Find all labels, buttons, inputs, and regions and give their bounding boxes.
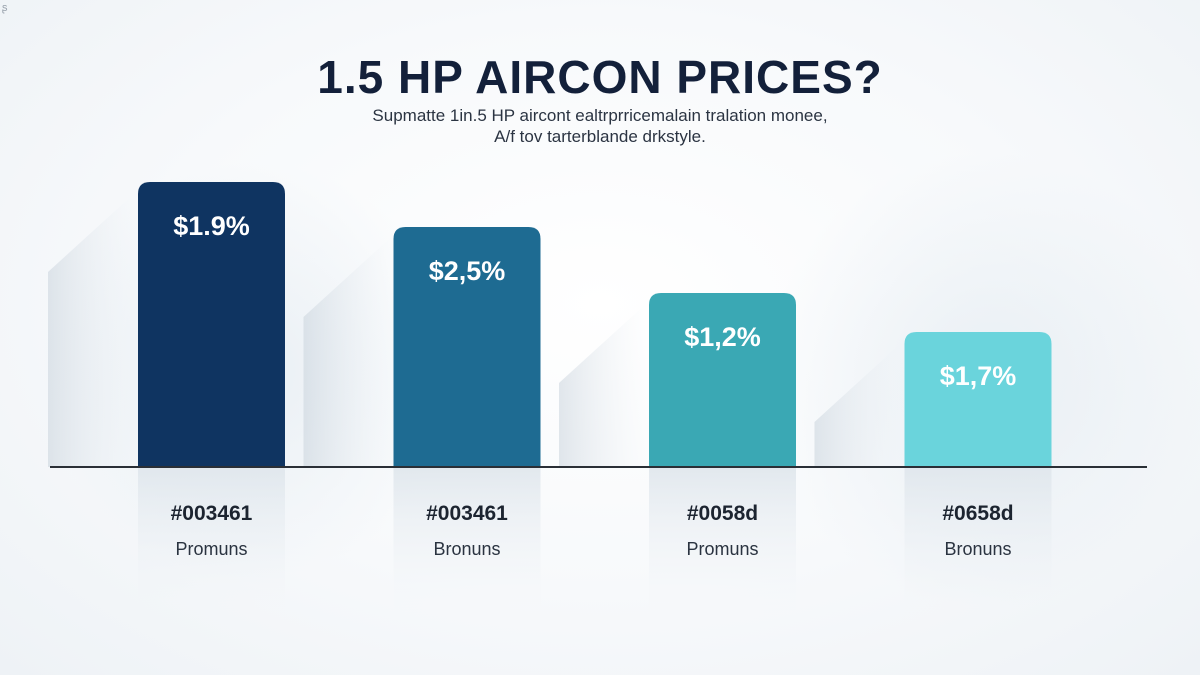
- bar-shadow-1: [48, 190, 138, 467]
- bar-code-label-4: #0658d: [942, 502, 1013, 525]
- bar-value-label-1: $1.9%: [173, 211, 250, 241]
- subtitle-line-2: A/f tov tarterblande drkstyle.: [494, 127, 706, 146]
- bar-reflection-4: [904, 467, 1052, 617]
- bar-category-label-4: Bronuns: [944, 539, 1011, 559]
- bar-shadow-3: [559, 301, 649, 467]
- bar-shadow-2: [303, 235, 394, 467]
- bar-code-label-2: #003461: [426, 502, 508, 525]
- bar-shadows: [48, 190, 905, 467]
- bar-value-label-3: $1,2%: [684, 322, 761, 352]
- chart-title: 1.5 HP AIRCON PRICES?: [317, 51, 883, 103]
- bar-reflection-1: [138, 467, 285, 617]
- subtitle-line-1: Supmatte 1in.5 HP aircont ealtrprricemal…: [372, 106, 828, 125]
- bars: [138, 182, 1052, 467]
- bar-labels: $1.9% #003461 Promuns $2,5% #003461 Bronuns $1…: [171, 211, 1017, 559]
- bar-reflection-3: [649, 467, 796, 617]
- bar-reflection-2: [393, 467, 541, 617]
- bar-code-label-3: #0058d: [687, 502, 758, 525]
- bar-category-label-3: Promuns: [686, 539, 758, 559]
- bar-value-label-4: $1,7%: [940, 361, 1017, 391]
- chart-subtitle: Supmatte 1in.5 HP aircont ealtrprricemal…: [0, 105, 1200, 147]
- bar-value-label-2: $2,5%: [429, 256, 506, 286]
- bar-4: [904, 332, 1052, 467]
- bar-reflections: [138, 467, 1052, 617]
- bar-2: [393, 227, 541, 467]
- bar-code-label-1: #003461: [171, 502, 253, 525]
- bar-1: [138, 182, 285, 467]
- bar-shadow-4: [814, 340, 905, 467]
- bar-category-label-2: Bronuns: [433, 539, 500, 559]
- corner-mark: ʂ: [2, 2, 8, 14]
- bar-3: [649, 293, 796, 467]
- bar-category-label-1: Promuns: [175, 539, 247, 559]
